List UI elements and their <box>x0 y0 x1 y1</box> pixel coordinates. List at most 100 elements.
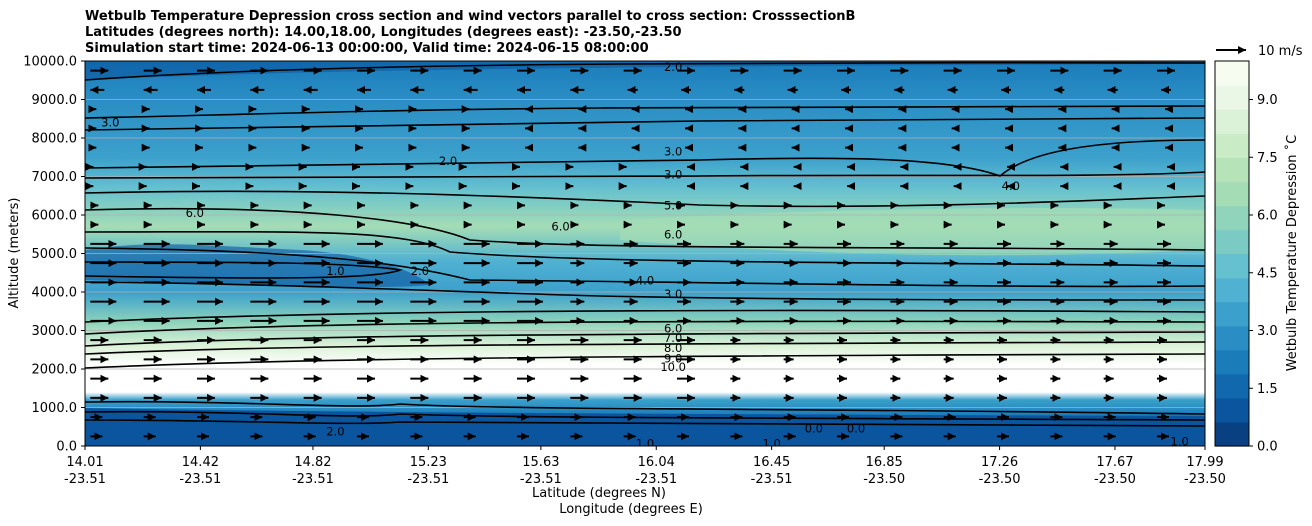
colorbar-swatch <box>1215 157 1249 182</box>
x-tick-label-lon: -23.51 <box>407 472 449 487</box>
x-tick-label-lon: -23.51 <box>179 472 221 487</box>
x-tick-label-lat: 16.04 <box>638 455 675 470</box>
contour-label: 7.0 <box>664 331 682 345</box>
contour-label: 1.0 <box>636 437 654 451</box>
colorbar-label: Wetbulb Temperature Depression ˚C <box>1284 135 1300 372</box>
x-axis: 14.01 -23.51 14.42 -23.51 14.82 -23.51 15.23 -2… <box>64 446 1226 487</box>
chart-title-line-1: Wetbulb Temperature Depression cross sec… <box>85 9 856 24</box>
y-tick-label: 9000.0 <box>32 93 78 108</box>
y-axis: 0.0 1000.0 2000.0 3000.0 4000.0 5000.0 6000.0 7… <box>23 55 85 455</box>
y-tick-label: 4000.0 <box>32 286 78 301</box>
y-tick-label: 1000.0 <box>32 401 78 416</box>
x-tick-label-lon: -23.51 <box>520 472 562 487</box>
x-tick-label-lat: 14.01 <box>66 455 103 470</box>
y-tick-label: 5000.0 <box>32 247 78 262</box>
x-tick-label-lat: 17.99 <box>1186 455 1223 470</box>
contour-label: 0.0 <box>847 422 865 436</box>
colorbar-swatch <box>1215 205 1249 231</box>
plot-area: 2.0 3.0 2.0 3.0 3.0 4.0 5.0 6.0 6.0 6.0 1.0 2.0 4.0 3… <box>85 60 1205 451</box>
colorbar-swatch <box>1215 253 1249 279</box>
contour-label: 0.0 <box>805 422 823 436</box>
contour-label: 4.0 <box>636 273 654 287</box>
x-tick-label-lon: -23.51 <box>292 472 334 487</box>
filled-contour-top <box>85 61 1205 80</box>
colorbar-swatch <box>1215 229 1249 255</box>
contour-lines <box>85 61 1205 427</box>
colorbar-swatch <box>1215 373 1249 399</box>
contour-label: 6.0 <box>551 220 569 234</box>
colorbar-swatch <box>1215 277 1249 303</box>
x-tick-label-lon: -23.51 <box>64 472 106 487</box>
colorbar-swatch <box>1215 85 1249 110</box>
colorbar-tick-label: 1.5 <box>1257 382 1278 397</box>
colorbar-swatch <box>1215 301 1249 327</box>
x-tick-label-lat: 17.67 <box>1096 455 1133 470</box>
contour-label: 4.0 <box>1002 179 1020 193</box>
colorbar: 0.0 1.5 3.0 4.5 6.0 7.5 9.0 <box>1215 61 1278 455</box>
contour-label: 2.0 <box>411 264 429 278</box>
y-tick-label: 0.0 <box>56 440 77 455</box>
contour-label: 5.0 <box>664 198 682 212</box>
x-tick-label-lon: -23.50 <box>863 472 905 487</box>
contour-label: 3.0 <box>101 116 119 130</box>
x-tick-label-lat: 16.45 <box>753 455 790 470</box>
x-axis-label-longitude: Longitude (degrees E) <box>559 502 703 517</box>
wind-vectors <box>85 66 1175 441</box>
x-tick-label-lat: 17.26 <box>981 455 1018 470</box>
x-tick-label-lat: 15.23 <box>410 455 447 470</box>
contour-label: 2.0 <box>439 154 457 168</box>
contour-labels: 2.0 3.0 2.0 3.0 3.0 4.0 5.0 6.0 6.0 6.0 1.0 2.0 4.0 3… <box>101 60 1189 451</box>
x-tick-label-lon: -23.51 <box>635 472 677 487</box>
chart-title-line-3: Simulation start time: 2024-06-13 00:00:… <box>85 41 649 56</box>
x-tick-label-lon: -23.50 <box>979 472 1021 487</box>
y-tick-label: 8000.0 <box>32 132 78 147</box>
x-tick-label-lat: 15.63 <box>522 455 559 470</box>
contour-label: 3.0 <box>664 287 682 301</box>
contour-label: 1.0 <box>326 264 344 278</box>
x-tick-label-lon: -23.51 <box>751 472 793 487</box>
x-tick-label-lat: 14.42 <box>182 455 219 470</box>
contour-label: 10.0 <box>660 360 686 374</box>
contour-label: 6.0 <box>186 206 204 220</box>
y-tick-label: 10000.0 <box>23 55 77 70</box>
chart-title-line-2: Latitudes (degrees north): 14.00,18.00, … <box>85 25 682 40</box>
contour-label: 3.0 <box>664 168 682 182</box>
y-axis-label: Altitude (meters) <box>7 198 22 309</box>
contour-label: 2.0 <box>664 60 682 74</box>
x-tick-label-lat: 14.82 <box>294 455 331 470</box>
x-axis-label-latitude: Latitude (degrees N) <box>532 486 666 501</box>
y-tick-label: 6000.0 <box>32 209 78 224</box>
colorbar-tick-label: 7.5 <box>1257 151 1278 166</box>
colorbar-tick-label: 4.5 <box>1257 266 1278 281</box>
contour-label: 1.0 <box>1171 434 1189 448</box>
wind-key: 10 m/s <box>1216 44 1303 59</box>
colorbar-swatch <box>1215 61 1249 86</box>
wind-key-label: 10 m/s <box>1258 44 1303 59</box>
colorbar-tick-label: 3.0 <box>1257 324 1278 339</box>
y-tick-label: 7000.0 <box>32 170 78 185</box>
colorbar-swatch <box>1215 397 1249 423</box>
y-tick-label: 2000.0 <box>32 363 78 378</box>
colorbar-swatch <box>1215 133 1249 158</box>
colorbar-frame <box>1214 60 1250 447</box>
colorbar-swatch <box>1215 181 1249 206</box>
colorbar-tick-label: 0.0 <box>1257 440 1278 455</box>
x-tick-label-lon: -23.50 <box>1184 472 1226 487</box>
x-tick-label-lat: 16.85 <box>866 455 903 470</box>
colorbar-tick-label: 6.0 <box>1257 209 1278 224</box>
contour-label: 1.0 <box>762 437 780 451</box>
x-tick-label-lon: -23.50 <box>1094 472 1136 487</box>
contour-label: 3.0 <box>664 144 682 158</box>
colorbar-swatch <box>1215 421 1249 447</box>
colorbar-swatch <box>1215 325 1249 351</box>
contour-label: 2.0 <box>326 424 344 438</box>
colorbar-swatch <box>1215 349 1249 375</box>
contour-label: 6.0 <box>664 322 682 336</box>
colorbar-tick-label: 9.0 <box>1257 93 1278 108</box>
colorbar-swatch <box>1215 109 1249 134</box>
y-tick-label: 3000.0 <box>32 324 78 339</box>
contour-label: 8.0 <box>664 341 682 355</box>
contour-label: 6.0 <box>664 227 682 241</box>
contour-label: 9.0 <box>664 352 682 366</box>
